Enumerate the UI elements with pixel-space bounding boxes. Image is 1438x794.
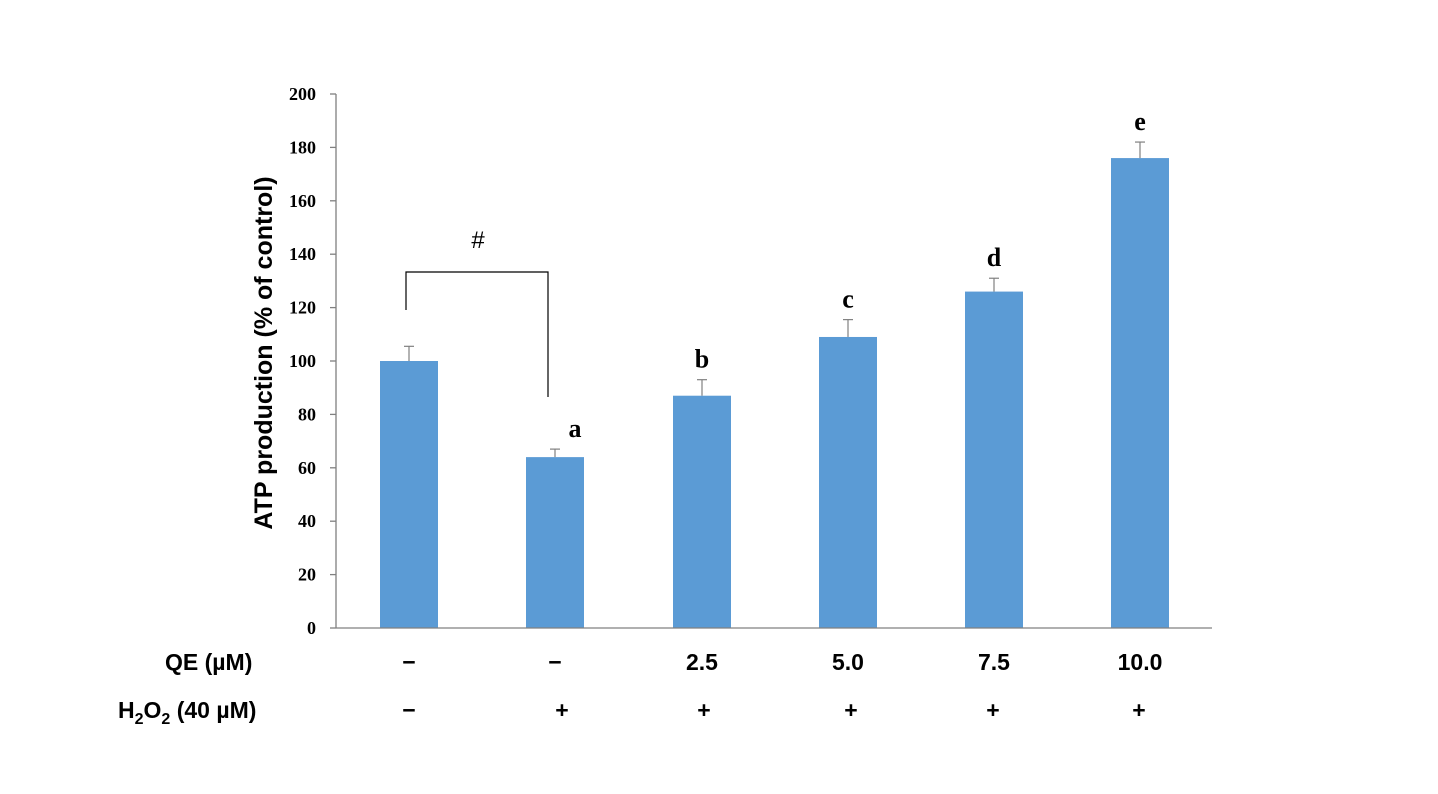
significance-letter: e [1134, 107, 1146, 136]
h2o2-label-sub2: 2 [161, 711, 170, 728]
treatment-rows: − − − +2.5 +5.0 +7.5 +10.0 + [402, 649, 1162, 723]
significance-letter: a [569, 414, 582, 443]
significance-bracket [405, 271, 549, 397]
h2o2-value: + [1132, 697, 1145, 723]
bars-layer [380, 158, 1169, 628]
h2o2-value: + [555, 697, 568, 723]
h2o2-value: + [697, 697, 710, 723]
y-axis-label: ATP production (% of control) [250, 176, 278, 529]
significance-letter: b [695, 345, 709, 374]
h2o2-label-rest: (40 µM) [170, 697, 256, 723]
h2o2-label-o: O [144, 697, 162, 723]
bar [673, 395, 731, 628]
significance-letters: a b c d e [569, 107, 1146, 443]
bar [526, 457, 584, 628]
qe-value: − [402, 649, 415, 675]
bracket-hash-label: # [471, 227, 485, 254]
qe-value: 7.5 [978, 649, 1010, 675]
y-tick-label: 160 [289, 191, 316, 211]
y-tick-label: 80 [298, 404, 316, 424]
h2o2-row-label: H2O2 (40 µM) [118, 697, 256, 728]
y-tick-label: 100 [289, 351, 316, 371]
bar [819, 336, 877, 628]
y-ticks: 0 20 40 60 80 100 120 140 160 180 200 [289, 84, 336, 638]
error-bars-layer [404, 141, 1145, 458]
y-tick-label: 60 [298, 458, 316, 478]
significance-letter: c [842, 285, 854, 314]
qe-value: − [548, 649, 561, 675]
bar [965, 291, 1023, 628]
y-tick-label: 120 [289, 298, 316, 318]
h2o2-value: − [402, 697, 415, 723]
qe-value: 2.5 [686, 649, 718, 675]
y-tick-label: 40 [298, 511, 316, 531]
qe-value: 10.0 [1118, 649, 1163, 675]
y-tick-label: 0 [307, 618, 316, 638]
qe-value: 5.0 [832, 649, 864, 675]
y-tick-label: 20 [298, 565, 316, 585]
y-tick-label: 180 [289, 137, 316, 157]
h2o2-label-h: H [118, 697, 135, 723]
y-tick-label: 140 [289, 244, 316, 264]
y-tick-label: 200 [289, 84, 316, 104]
bar [1111, 158, 1169, 628]
bar [380, 361, 438, 628]
significance-letter: d [987, 243, 1002, 272]
h2o2-label-sub1: 2 [135, 711, 144, 728]
h2o2-value: + [844, 697, 857, 723]
h2o2-value: + [986, 697, 999, 723]
qe-row-label: QE (µM) [165, 649, 252, 675]
